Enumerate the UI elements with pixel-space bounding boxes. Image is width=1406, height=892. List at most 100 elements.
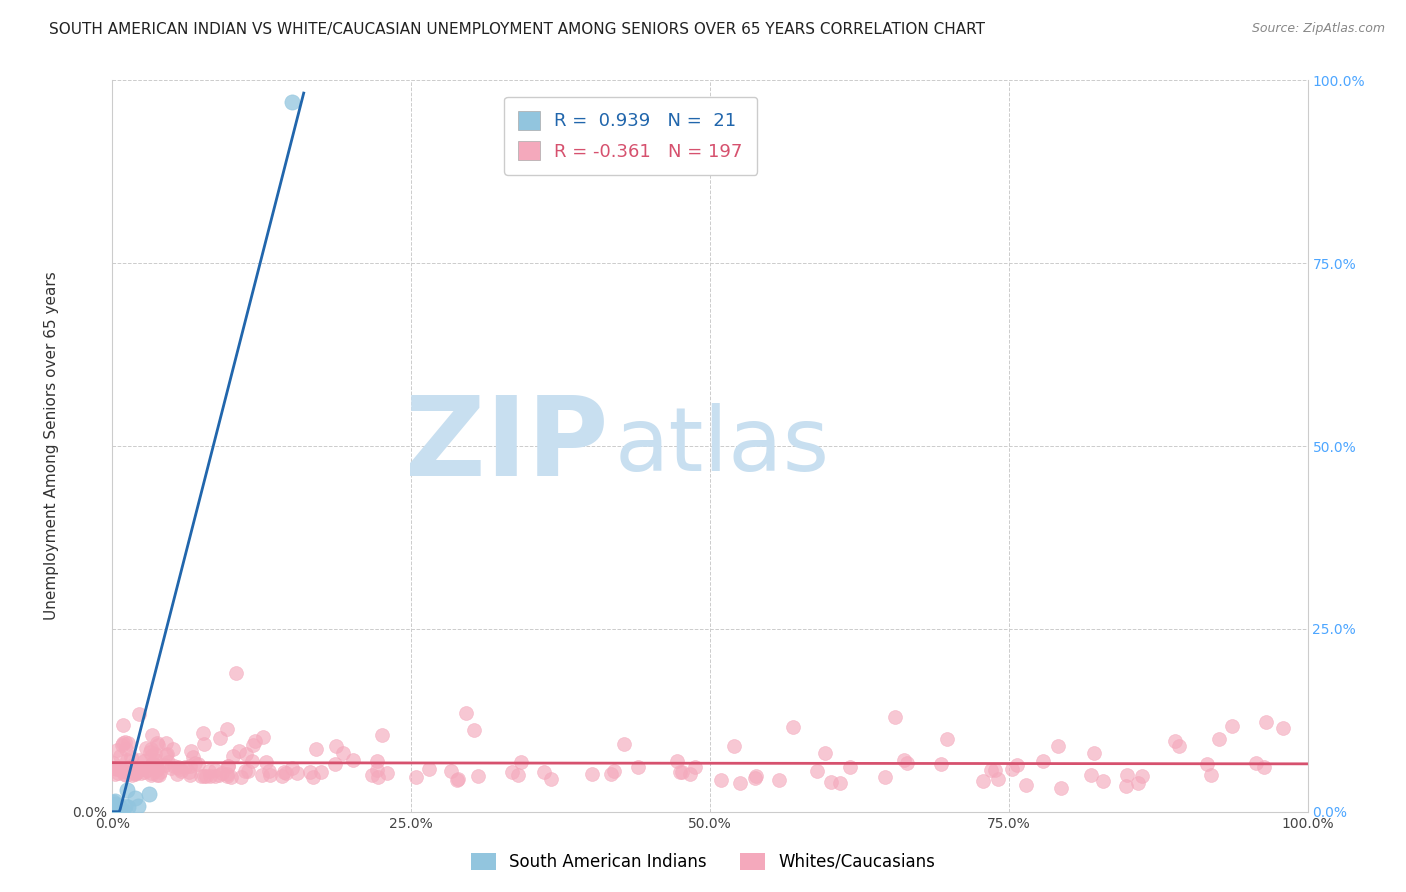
Point: [678, 767, 700, 781]
Point: [509, 755, 531, 769]
Point: [124, 764, 146, 779]
Point: [187, 757, 209, 772]
Point: [104, 761, 127, 775]
Point: [163, 759, 186, 773]
Point: [259, 768, 281, 782]
Point: [235, 747, 257, 761]
Point: [873, 770, 896, 784]
Point: [1197, 756, 1219, 771]
Point: [141, 757, 163, 772]
Point: [101, 800, 124, 814]
Point: [155, 748, 177, 763]
Point: [627, 760, 650, 774]
Point: [1253, 760, 1275, 774]
Point: [671, 765, 693, 780]
Point: [240, 754, 263, 768]
Point: [710, 772, 733, 787]
Point: [342, 752, 364, 766]
Point: [257, 764, 280, 778]
Point: [145, 761, 167, 775]
Point: [1246, 756, 1268, 771]
Point: [281, 95, 304, 110]
Point: [105, 762, 128, 776]
Legend: South American Indians, Whites/Caucasians: South American Indians, Whites/Caucasian…: [463, 845, 943, 880]
Point: [127, 764, 149, 778]
Point: [221, 748, 243, 763]
Point: [155, 758, 177, 772]
Point: [128, 754, 150, 768]
Point: [245, 734, 267, 748]
Point: [114, 742, 136, 756]
Point: [446, 773, 468, 788]
Point: [271, 769, 294, 783]
Point: [191, 726, 214, 740]
Point: [134, 765, 156, 780]
Point: [723, 739, 745, 754]
Point: [128, 706, 150, 721]
Point: [120, 758, 142, 772]
Point: [135, 763, 157, 777]
Point: [1208, 732, 1230, 747]
Point: [114, 735, 136, 749]
Point: [105, 801, 128, 815]
Point: [935, 731, 957, 746]
Point: [141, 748, 163, 763]
Point: [184, 756, 207, 770]
Text: SOUTH AMERICAN INDIAN VS WHITE/CAUCASIAN UNEMPLOYMENT AMONG SENIORS OVER 65 YEAR: SOUTH AMERICAN INDIAN VS WHITE/CAUCASIAN…: [49, 22, 986, 37]
Point: [599, 767, 621, 781]
Point: [180, 744, 202, 758]
Point: [377, 766, 399, 780]
Point: [225, 665, 247, 680]
Point: [105, 743, 128, 757]
Point: [581, 767, 603, 781]
Point: [884, 710, 907, 724]
Point: [124, 791, 146, 805]
Point: [1083, 746, 1105, 760]
Point: [782, 721, 804, 735]
Point: [179, 768, 201, 782]
Point: [665, 754, 688, 768]
Text: atlas: atlas: [614, 402, 830, 490]
Point: [104, 766, 127, 780]
Point: [148, 768, 170, 782]
Point: [454, 706, 477, 721]
Point: [181, 750, 204, 764]
Point: [179, 764, 201, 779]
Point: [107, 803, 129, 817]
Point: [839, 760, 862, 774]
Point: [127, 798, 149, 813]
Point: [501, 764, 523, 779]
Point: [669, 764, 692, 779]
Point: [302, 770, 325, 784]
Point: [540, 772, 562, 787]
Point: [1005, 758, 1028, 772]
Point: [367, 770, 389, 784]
Point: [1080, 768, 1102, 782]
Point: [366, 763, 388, 777]
Point: [972, 774, 994, 789]
Point: [135, 741, 157, 756]
Point: [125, 766, 148, 780]
Point: [104, 801, 127, 815]
Point: [169, 762, 191, 776]
Point: [107, 766, 129, 780]
Point: [124, 767, 146, 781]
Text: ZIP: ZIP: [405, 392, 609, 500]
Point: [215, 766, 238, 780]
Point: [233, 764, 256, 779]
Point: [1046, 739, 1069, 753]
Point: [533, 764, 555, 779]
Y-axis label: Unemployment Among Seniors over 65 years: Unemployment Among Seniors over 65 years: [44, 272, 59, 620]
Point: [305, 741, 328, 756]
Point: [250, 768, 273, 782]
Point: [114, 767, 136, 781]
Point: [440, 764, 463, 778]
Point: [115, 782, 138, 797]
Point: [254, 756, 277, 770]
Point: [980, 764, 1002, 778]
Point: [744, 769, 766, 783]
Point: [138, 787, 160, 801]
Point: [447, 772, 470, 786]
Legend: R =  0.939   N =  21, R = -0.361   N = 197: R = 0.939 N = 21, R = -0.361 N = 197: [503, 96, 758, 175]
Point: [405, 770, 427, 784]
